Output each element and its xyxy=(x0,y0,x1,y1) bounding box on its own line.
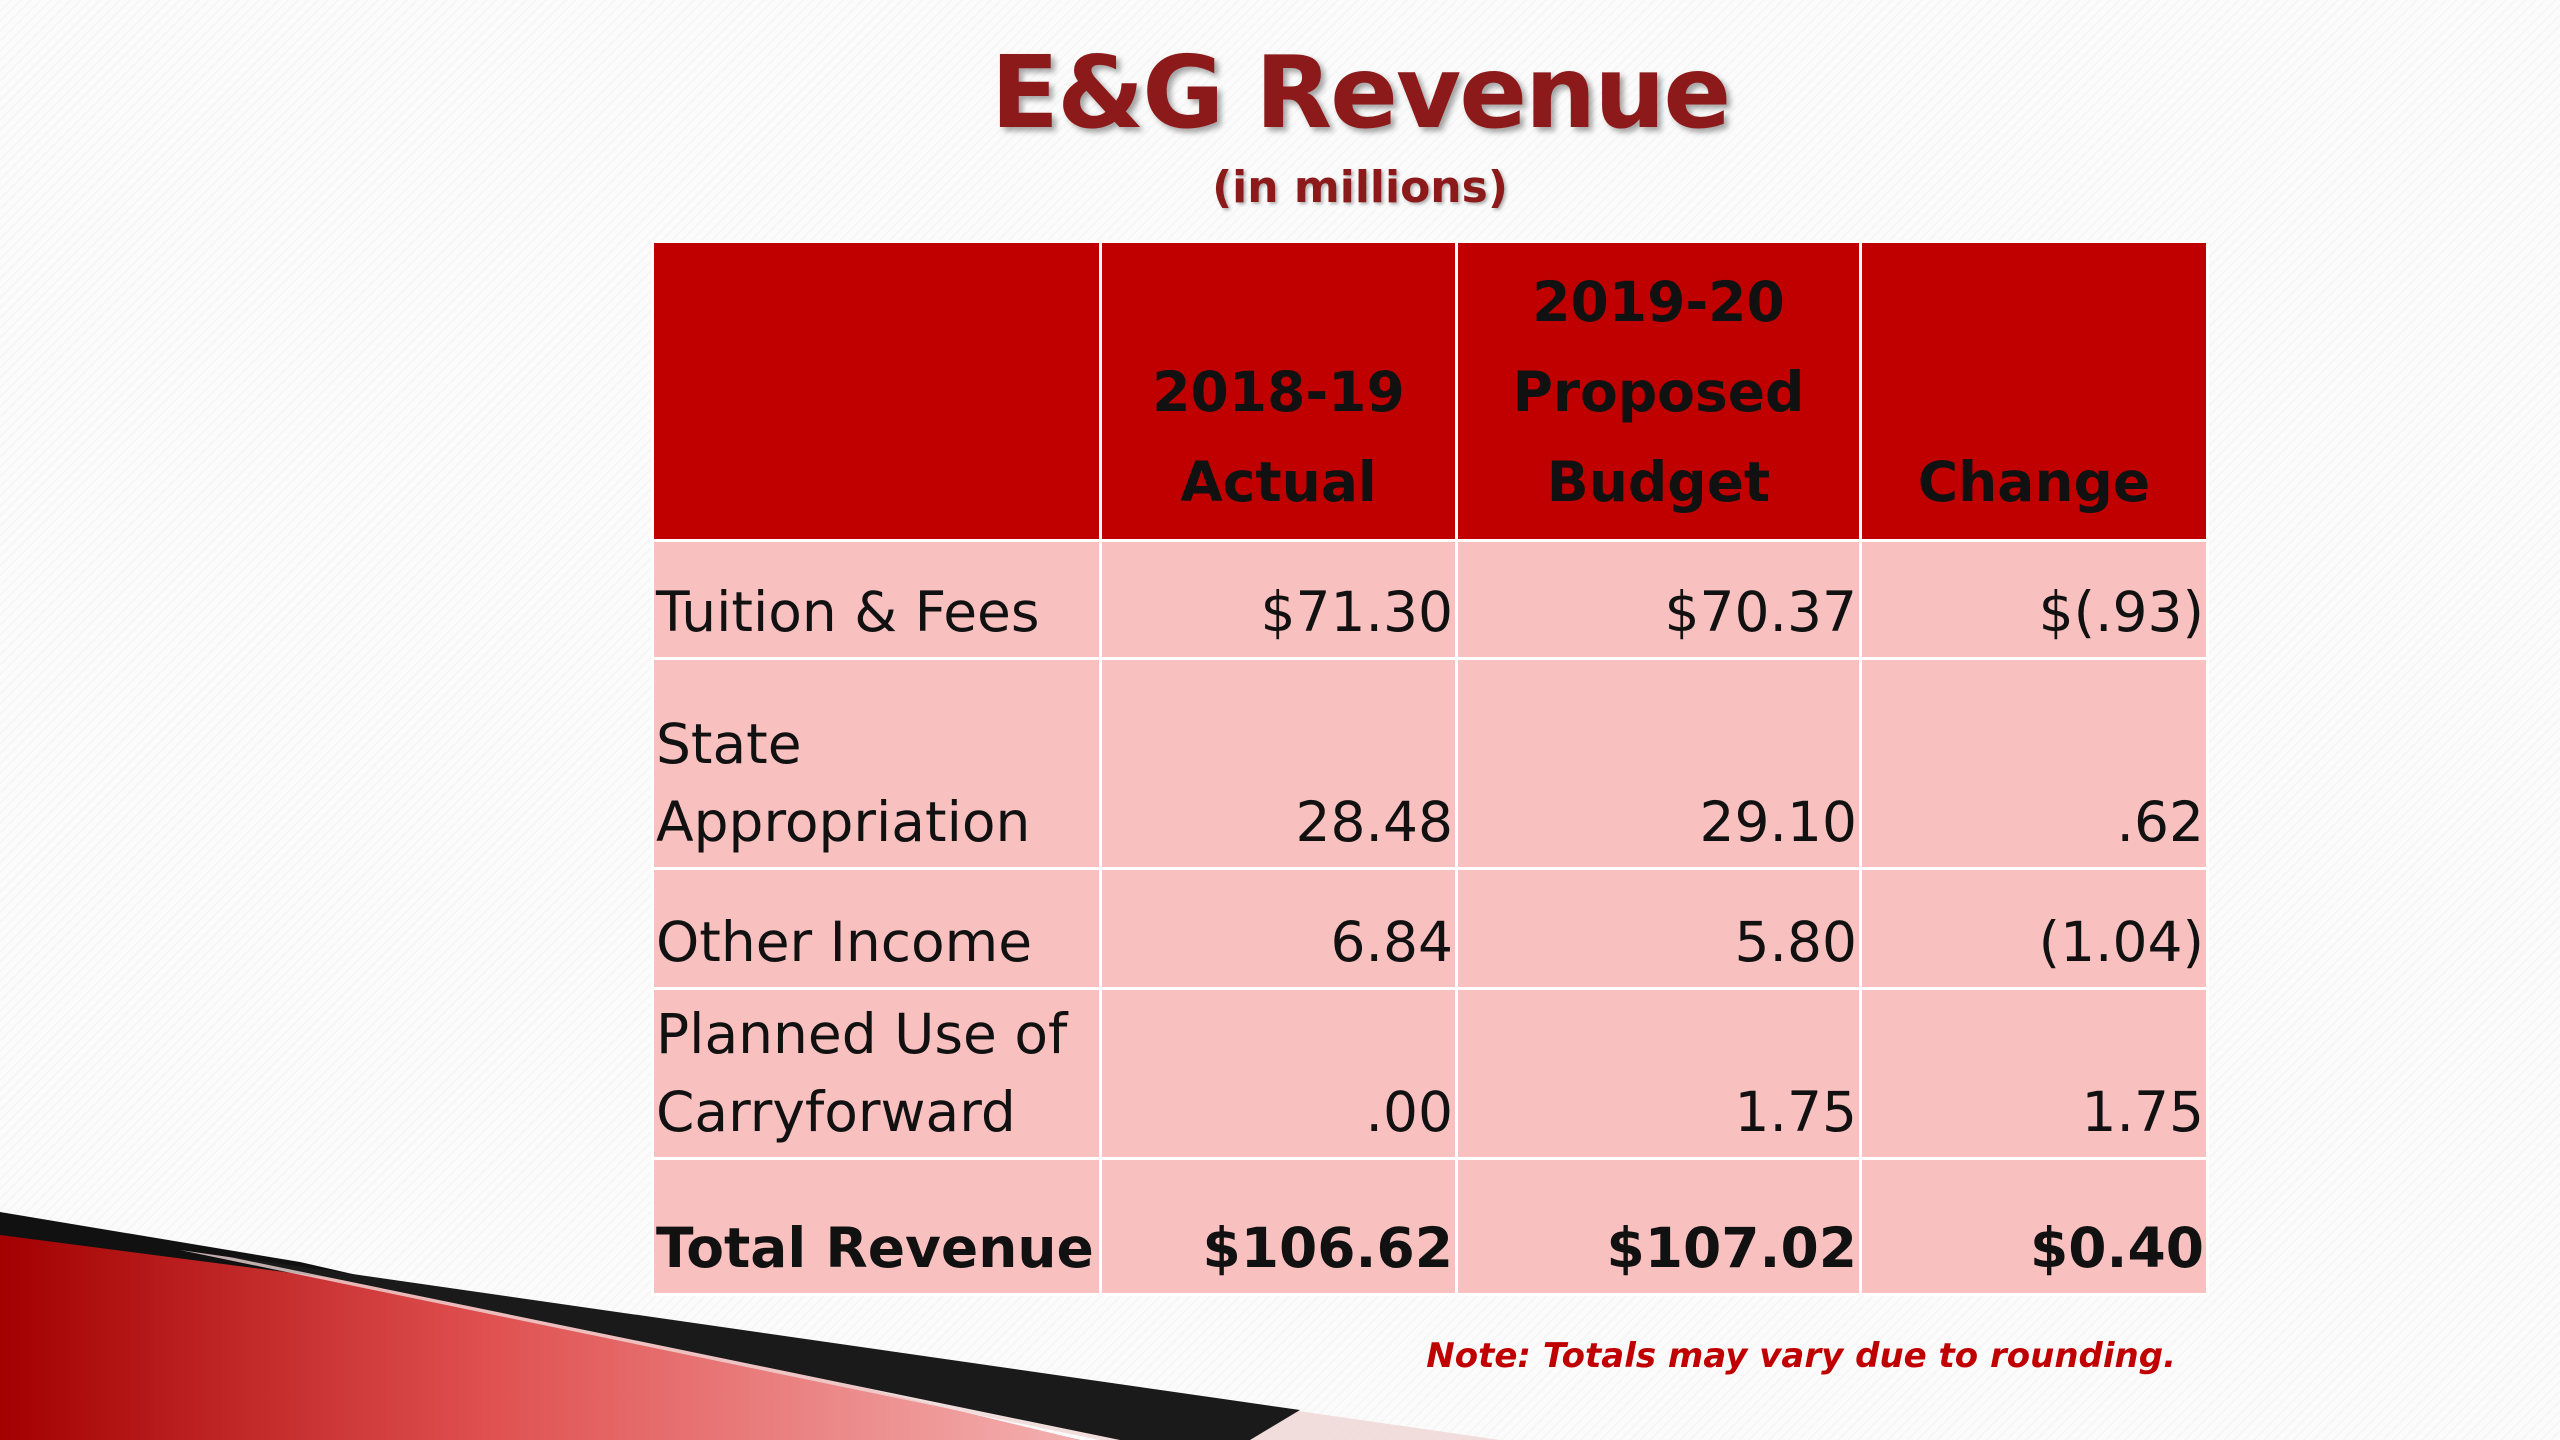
slide-subtitle: (in millions) xyxy=(1212,162,1508,213)
row-proposed: 5.80 xyxy=(1455,867,1862,990)
row-change: $(.93) xyxy=(1859,539,2209,660)
row-actual: 28.48 xyxy=(1099,657,1458,870)
row-change: .62 xyxy=(1859,657,2209,870)
total-change: $0.40 xyxy=(1859,1157,2209,1296)
row-actual: $71.30 xyxy=(1099,539,1458,660)
row-label: Other Income xyxy=(651,867,1102,990)
total-proposed: $107.02 xyxy=(1455,1157,1862,1296)
table-header-row: 2018-19 Actual 2019-20 Proposed Budget C… xyxy=(651,240,2209,542)
row-change: 1.75 xyxy=(1859,987,2209,1160)
table-row: Other Income 6.84 5.80 (1.04) xyxy=(651,867,2209,990)
row-proposed: 1.75 xyxy=(1455,987,1862,1160)
header-actual: 2018-19 Actual xyxy=(1099,240,1458,542)
row-proposed: $70.37 xyxy=(1455,539,1862,660)
table-row: State Appropriation 28.48 29.10 .62 xyxy=(651,657,2209,870)
header-blank xyxy=(651,240,1102,542)
row-actual: 6.84 xyxy=(1099,867,1458,990)
table-row: Planned Use of Carryforward .00 1.75 1.7… xyxy=(651,987,2209,1160)
rounding-note: Note: Totals may vary due to rounding. xyxy=(1426,1336,2176,1376)
row-label: Tuition & Fees xyxy=(651,539,1102,660)
row-actual: .00 xyxy=(1099,987,1458,1160)
row-change: (1.04) xyxy=(1859,867,2209,990)
row-label: Planned Use of Carryforward xyxy=(651,987,1102,1160)
total-row: Total Revenue $106.62 $107.02 $0.40 xyxy=(651,1157,2209,1296)
total-label: Total Revenue xyxy=(651,1157,1102,1296)
row-proposed: 29.10 xyxy=(1455,657,1862,870)
header-proposed: 2019-20 Proposed Budget xyxy=(1455,240,1862,542)
row-label: State Appropriation xyxy=(651,657,1102,870)
slide-title: E&G Revenue xyxy=(990,34,1731,151)
revenue-table: 2018-19 Actual 2019-20 Proposed Budget C… xyxy=(651,240,2209,1296)
table-row: Tuition & Fees $71.30 $70.37 $(.93) xyxy=(651,539,2209,660)
header-change: Change xyxy=(1859,240,2209,542)
total-actual: $106.62 xyxy=(1099,1157,1458,1296)
